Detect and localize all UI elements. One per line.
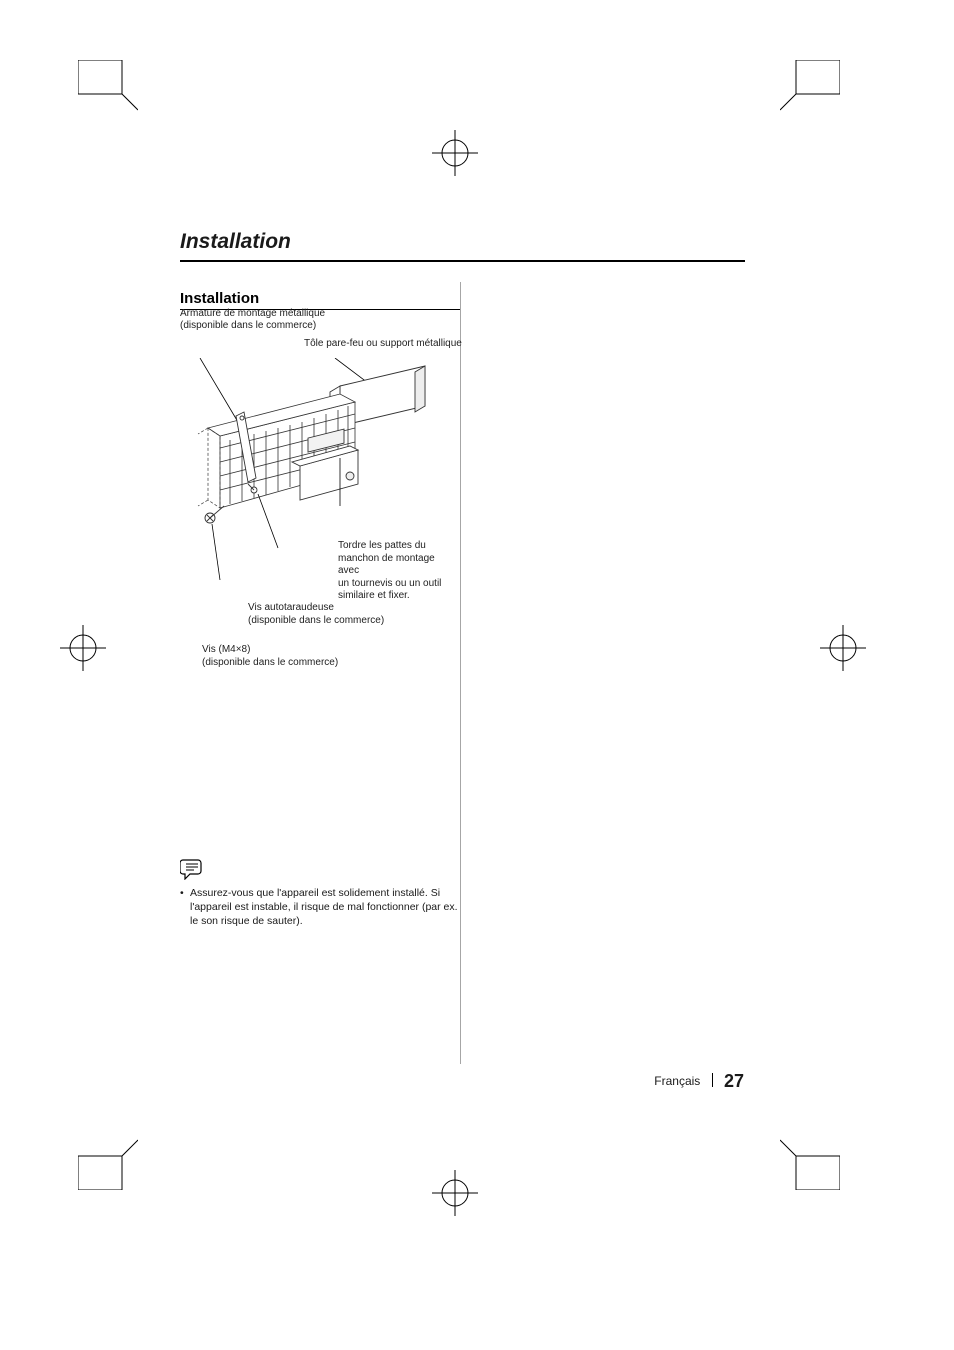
title-rule <box>180 260 745 262</box>
label-bend-3: un tournevis ou un outil <box>338 578 441 589</box>
crop-mark-top-center <box>432 130 478 176</box>
footer-separator <box>712 1073 713 1087</box>
page-title: Installation <box>180 230 745 254</box>
label-bend-1: Tordre les pattes du <box>338 540 426 551</box>
label-screw-m4x8: Vis (M4×8) (disponible dans le commerce) <box>202 644 338 669</box>
crop-mark-bottom-right <box>780 1130 840 1190</box>
note-bullet: • Assurez-vous que l'appareil est solide… <box>180 886 460 929</box>
label-bend-4: similaire et fixer. <box>338 590 410 601</box>
label-metal-strap-1: Armature de montage métallique <box>180 308 325 321</box>
section-heading: Installation <box>180 290 460 307</box>
crop-mark-top-left <box>78 60 138 120</box>
label-self-tapping: Vis autotaraudeuse (disponible dans le c… <box>248 602 384 627</box>
label-screw-1: Vis (M4×8) <box>202 644 250 655</box>
crop-mark-bottom-left <box>78 1130 138 1190</box>
footer-page-number: 27 <box>724 1071 744 1091</box>
footer-language: Français <box>654 1074 700 1088</box>
label-bend-2: manchon de montage avec <box>338 553 435 577</box>
label-metal-strap-2: (disponible dans le commerce) <box>180 320 316 333</box>
label-selftap-1: Vis autotaraudeuse <box>248 602 334 613</box>
crop-mark-bottom-center <box>432 1170 478 1216</box>
content-area: Installation Installation Armature de mo… <box>180 230 745 929</box>
label-firewall: Tôle pare-feu ou support métallique <box>304 338 462 351</box>
crop-mark-mid-left <box>60 625 106 671</box>
page-footer: Français 27 <box>654 1071 744 1092</box>
label-screw-2: (disponible dans le commerce) <box>202 657 338 668</box>
crop-mark-top-right <box>780 60 840 120</box>
crop-mark-mid-right <box>820 625 866 671</box>
left-column: Installation Armature de montage métalli… <box>180 290 460 929</box>
note-text: Assurez-vous que l'appareil est solideme… <box>190 886 460 929</box>
label-bend-tabs: Tordre les pattes du manchon de montage … <box>338 540 458 603</box>
bullet-dot: • <box>180 886 190 929</box>
page: Installation Installation Armature de mo… <box>0 0 954 1350</box>
label-selftap-2: (disponible dans le commerce) <box>248 615 384 626</box>
note-icon <box>180 858 460 880</box>
